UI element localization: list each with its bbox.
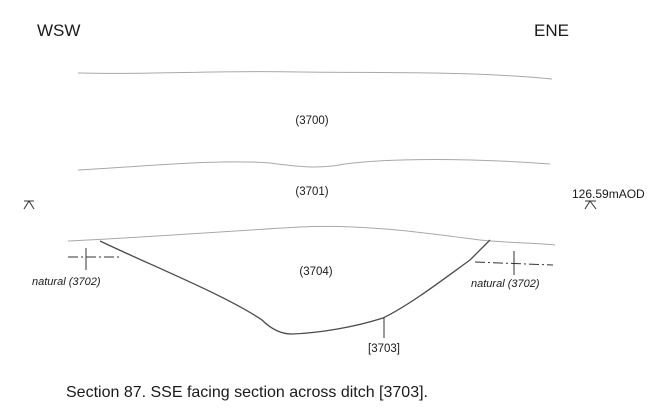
subsoil-base-line	[67, 225, 556, 246]
natural-right-label: natural (3702)	[471, 278, 540, 290]
datum-level-label: 126.59mAOD	[572, 187, 645, 201]
datum-marker-right	[584, 200, 597, 210]
orientation-left-label: WSW	[37, 21, 80, 40]
datum-marker-left	[23, 200, 35, 210]
natural-left-label: natural (3702)	[32, 276, 101, 288]
ground-surface-line	[77, 71, 553, 80]
context-3701-label: (3701)	[295, 186, 328, 198]
topsoil-subsoil-interface	[77, 159, 551, 171]
orientation-right-label: ENE	[534, 21, 569, 40]
ditch-cut-profile	[99, 239, 491, 335]
context-3704-label: (3704)	[299, 266, 332, 278]
figure-caption: Section 87. SSE facing section across di…	[66, 384, 428, 401]
cut-3703-label: [3703]	[368, 343, 400, 355]
context-3700-label: (3700)	[295, 115, 328, 127]
